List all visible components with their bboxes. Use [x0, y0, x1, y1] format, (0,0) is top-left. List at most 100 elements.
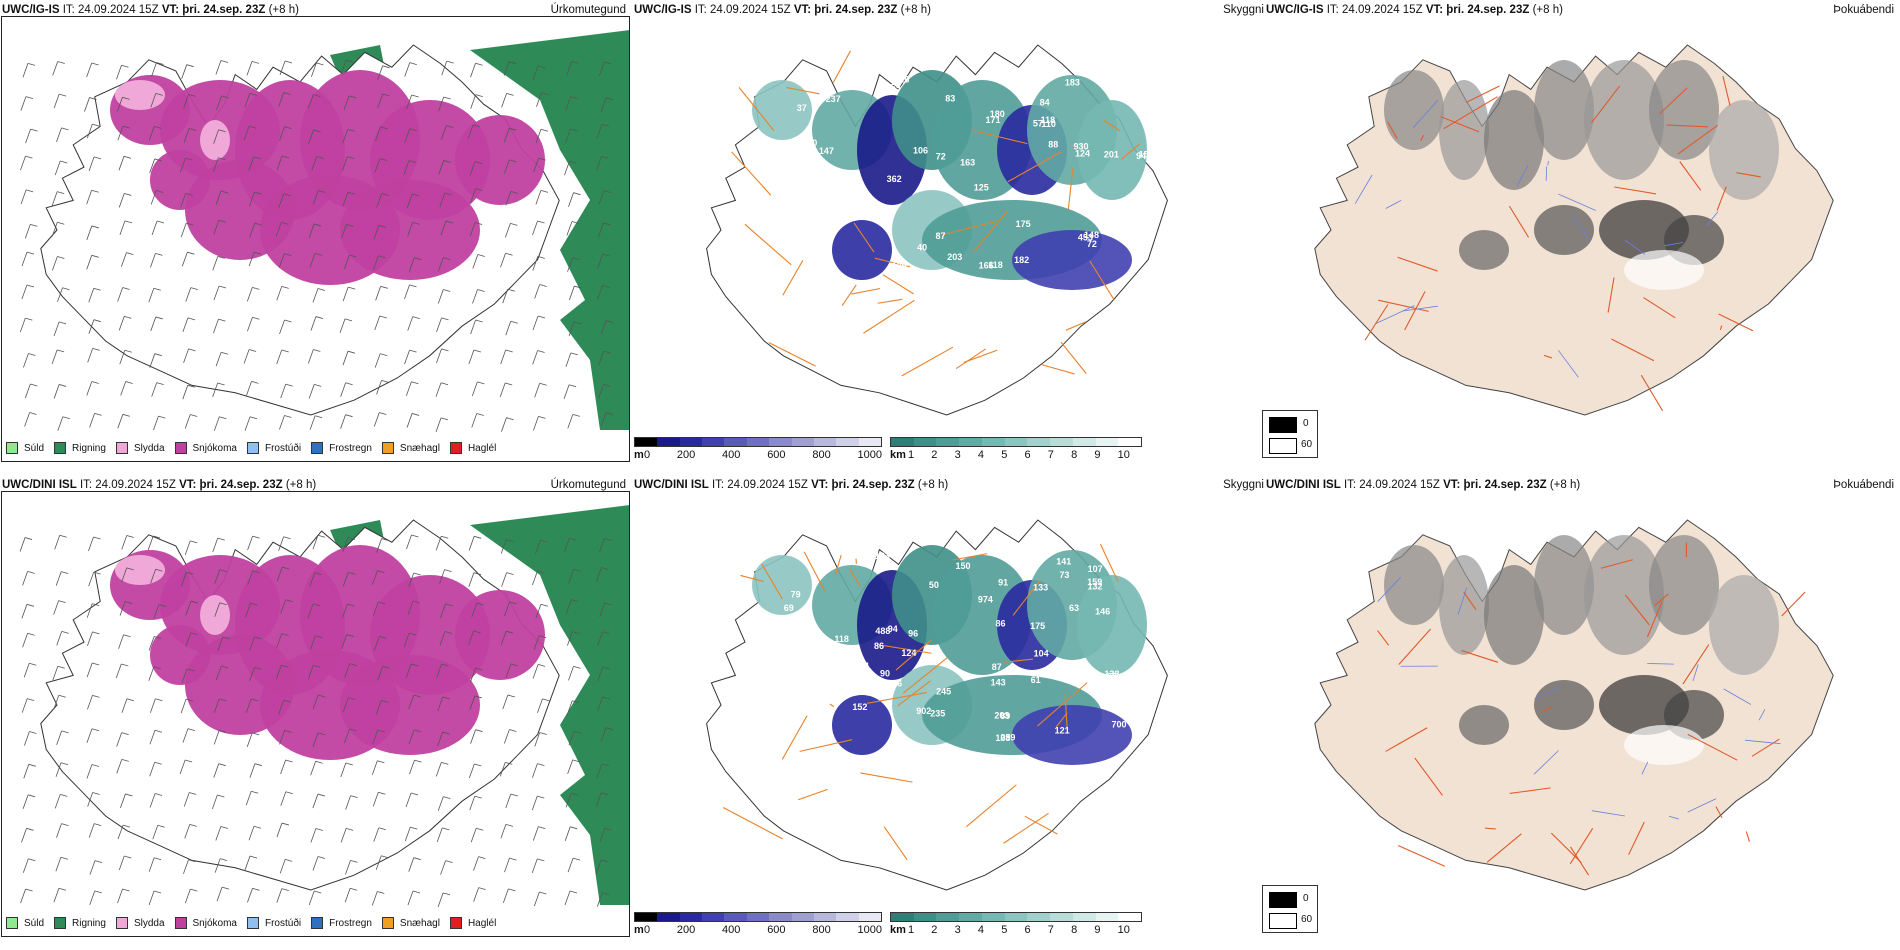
wind-barb [118, 193, 125, 208]
wind-barb-flag [345, 382, 353, 386]
wind-barb-flag [281, 285, 289, 289]
wind-barb-flag [26, 189, 34, 193]
wind-barb [600, 320, 607, 335]
wind-barb-flag [345, 414, 353, 418]
colorbar-swatch [1072, 913, 1096, 921]
wind-barb [473, 856, 479, 871]
wind-barb [87, 792, 94, 807]
wind-barb [21, 284, 28, 300]
wind-barb-flag [125, 381, 133, 384]
legend-swatch [381, 442, 394, 454]
init-time: IT: 24.09.2024 15Z [694, 4, 791, 16]
wind-barb [185, 600, 192, 616]
wind-barb [600, 412, 607, 427]
wind-barb [566, 61, 573, 76]
wind-barb [310, 62, 317, 78]
wind-barb-flag [89, 97, 97, 100]
elevation-label: 29 [798, 178, 808, 188]
wind-barb-flag [59, 384, 67, 387]
wind-barb-flag [382, 665, 390, 669]
wind-barb [532, 256, 539, 271]
wind-barb [438, 96, 445, 112]
wind-barb [407, 890, 414, 906]
wind-barb [88, 288, 95, 303]
wind-barb [565, 793, 572, 808]
wind-barb [404, 128, 411, 143]
wind-barb [596, 567, 602, 582]
wind-barb-flag [537, 350, 545, 353]
wind-barb [214, 569, 221, 584]
wind-barb-flag [251, 61, 260, 64]
wind-barb-flag [381, 380, 389, 383]
wind-barb-flag [58, 600, 66, 604]
wind-barb-flag [285, 599, 293, 603]
wind-barb [500, 349, 507, 365]
tick-label: 8 [1071, 449, 1078, 461]
road-line [877, 644, 932, 654]
wind-barb-flag [538, 415, 546, 419]
wind-barb-flag [251, 380, 259, 384]
wind-barb [246, 287, 253, 302]
road-line [851, 287, 881, 295]
wind-barb-flag [540, 603, 549, 607]
fog-area [1384, 545, 1444, 625]
legend-label: Súld [24, 442, 45, 454]
road-line [1591, 85, 1621, 124]
wind-barb [377, 65, 384, 80]
wind-barb [245, 698, 252, 713]
wind-barb [149, 730, 156, 745]
elevation-label: 156 [1139, 150, 1154, 160]
valid-time: þri. 24.sep. 23Z [1446, 4, 1530, 16]
tick-label: 600 [767, 449, 786, 461]
colorbar-swatch [635, 438, 658, 446]
height-unit: m [634, 924, 644, 936]
wind-barb-flag [445, 860, 453, 864]
fog-area [1584, 60, 1664, 180]
visibility-area [832, 695, 892, 755]
wind-barb-flag [153, 666, 161, 670]
wind-barb-flag [344, 318, 353, 322]
wind-barb-flag [61, 571, 69, 575]
wind-barb [342, 287, 349, 302]
wind-barb-flag [606, 97, 614, 101]
wind-barb-flag [185, 759, 193, 763]
wind-barb [312, 535, 319, 550]
wind-barb-flag [187, 384, 195, 388]
wind-barb-flag [603, 190, 612, 194]
road-line [863, 299, 915, 334]
wind-barb [597, 666, 604, 682]
road-line [781, 715, 808, 760]
wind-barb-flag [59, 534, 67, 538]
wind-barb [377, 93, 384, 109]
legend-item: Haglél [449, 442, 496, 454]
wind-barb [502, 289, 509, 304]
wind-barb-flag [60, 762, 69, 766]
tick-label: 1000 [857, 924, 882, 936]
wind-barb [568, 192, 574, 207]
wind-barb-flag [121, 758, 129, 762]
wind-barb-flag [30, 383, 38, 387]
wind-barb-flag [317, 732, 326, 736]
wind-barb-flag [508, 61, 517, 65]
wind-barb [564, 826, 571, 841]
wind-barb [183, 128, 190, 143]
wind-barb [215, 352, 222, 367]
wind-barb [148, 636, 155, 651]
fog-area [1624, 250, 1704, 290]
wind-barb [312, 694, 319, 710]
wind-barb-flag [219, 569, 227, 572]
wind-barb-flag [155, 568, 163, 572]
tick-label: 800 [812, 924, 831, 936]
road-line [1443, 96, 1498, 130]
river-line [1668, 815, 1679, 820]
wind-barb-flag [285, 791, 293, 795]
fog-key: 0 60 [1262, 885, 1318, 933]
wind-barb [532, 65, 539, 81]
visibility-unit: km [890, 449, 906, 461]
wind-barb-flag [443, 96, 451, 100]
wind-barb-flag [347, 350, 356, 354]
wind-barb [374, 315, 381, 331]
wind-barb [436, 663, 443, 679]
colorbar-swatch [1072, 438, 1096, 446]
road-line [874, 257, 911, 268]
